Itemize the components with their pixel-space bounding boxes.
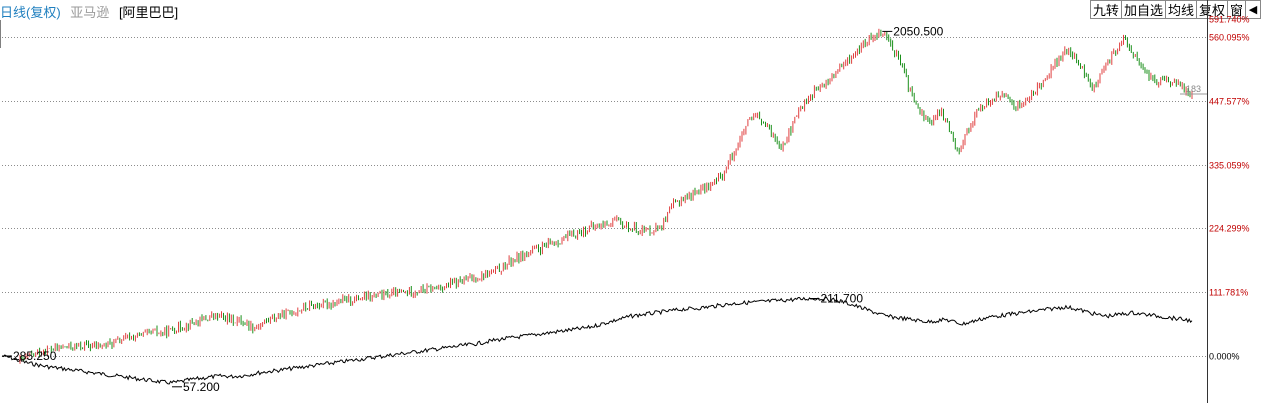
nine-turn-button[interactable]: 九转 bbox=[1089, 0, 1121, 19]
annotation-label: 285.250 bbox=[13, 349, 57, 363]
y-tick-label: 447.577% bbox=[1209, 97, 1250, 107]
y-axis-ticks: 591.740% 560.095% 447.577% 335.059% 224.299%… bbox=[1209, 15, 1250, 362]
moving-average-button[interactable]: 均线 bbox=[1164, 0, 1196, 19]
y-tick-label: 111.781% bbox=[1209, 288, 1248, 298]
add-watchlist-button[interactable]: 加自选 bbox=[1120, 0, 1165, 19]
grid-lines bbox=[2, 37, 1207, 357]
last-value-label: 183 bbox=[1186, 84, 1201, 94]
period-label[interactable]: 日线(复权) bbox=[0, 5, 61, 20]
annotation-label: 211.700 bbox=[821, 292, 864, 306]
y-tick-label: 0.000% bbox=[1209, 352, 1240, 362]
annotations: 2050.500 211.700 57.200 285.250 183 bbox=[2, 24, 1207, 394]
compare-symbol-label[interactable]: 亚马逊 bbox=[70, 5, 110, 20]
main-series bbox=[19, 28, 1193, 364]
compare-series bbox=[1, 296, 1193, 385]
chart-title-bar: 日线(复权) 亚马逊 [阿里巴巴] bbox=[0, 2, 178, 21]
y-tick-label: 591.740% bbox=[1209, 15, 1250, 25]
adjust-button[interactable]: 复权 bbox=[1195, 0, 1227, 19]
main-symbol-label: [阿里巴巴] bbox=[118, 5, 179, 20]
window-button[interactable]: 窗 bbox=[1226, 0, 1245, 19]
y-tick-label: 335.059% bbox=[1209, 161, 1250, 171]
y-tick-label: 560.095% bbox=[1209, 33, 1250, 43]
chart-toolbar: 九转 加自选 均线 复权 窗 ◀ bbox=[1089, 0, 1261, 19]
compare-line bbox=[1, 296, 1193, 385]
annotation-label: 57.200 bbox=[183, 380, 220, 394]
annotation-label: 2050.500 bbox=[893, 24, 943, 38]
chart-header: 日线(复权) 亚马逊 [阿里巴巴] 九转 加自选 均线 复权 窗 ◀ bbox=[0, 0, 1261, 20]
y-tick-label: 224.299% bbox=[1209, 224, 1250, 234]
